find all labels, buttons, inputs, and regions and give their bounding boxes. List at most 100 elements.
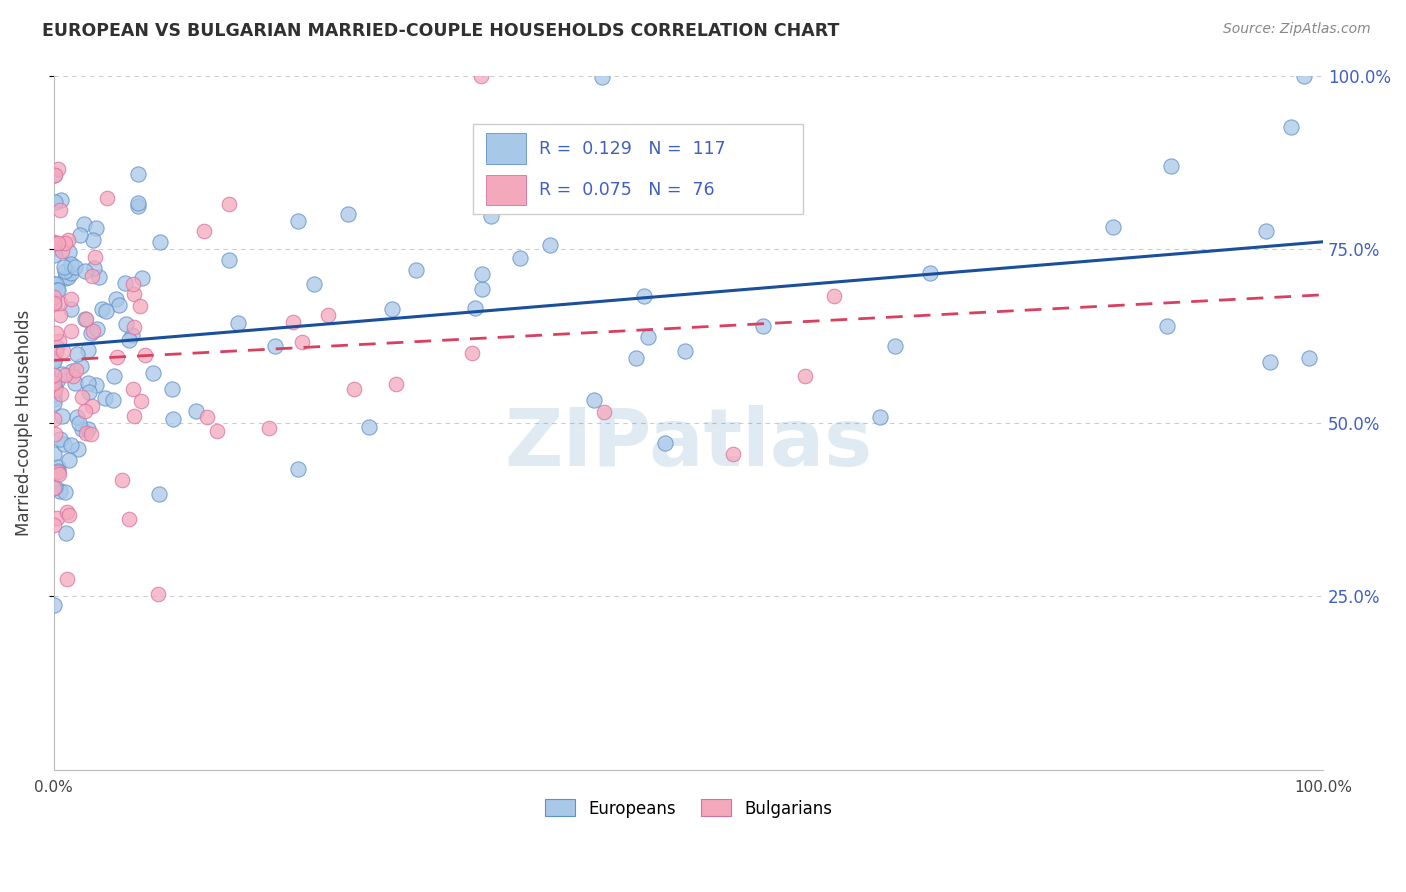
Point [884, 339, 907, 353]
Point [60, 324, 83, 338]
Point [479, 210, 502, 224]
Text: Source: ZipAtlas.com: Source: ZipAtlas.com [1223, 22, 1371, 37]
Point [723, 447, 745, 461]
Point [82, 324, 104, 338]
Point [42, 296, 65, 310]
Point [55, 505, 77, 519]
Point [67, 416, 90, 430]
Point [46, 283, 69, 297]
Point [538, 238, 561, 252]
Point [49, 308, 72, 322]
Point [69, 227, 91, 242]
Point [257, 421, 280, 435]
Point [624, 351, 647, 365]
Point [44, 427, 66, 442]
Point [59, 302, 82, 317]
Point [63, 260, 86, 274]
Point [77, 376, 100, 391]
Point [42, 290, 65, 304]
Point [51, 409, 73, 423]
Point [1294, 69, 1316, 83]
Point [228, 316, 250, 330]
Point [162, 412, 184, 426]
Point [49, 387, 72, 401]
Point [42, 351, 65, 366]
Point [111, 473, 134, 487]
Point [84, 221, 107, 235]
Point [207, 424, 229, 438]
Point [45, 345, 67, 359]
Point [128, 299, 150, 313]
Point [42, 277, 65, 291]
Point [56, 572, 79, 586]
Point [591, 70, 613, 85]
Point [129, 393, 152, 408]
Point [53, 263, 76, 277]
Point [287, 214, 309, 228]
Point [65, 363, 87, 377]
Point [60, 364, 83, 378]
Point [118, 511, 141, 525]
Point [75, 311, 97, 326]
Point [46, 464, 69, 478]
Point [103, 369, 125, 384]
Point [751, 319, 773, 334]
Point [86, 378, 108, 392]
Point [42, 396, 65, 410]
Point [58, 508, 80, 523]
Text: EUROPEAN VS BULGARIAN MARRIED-COUPLE HOUSEHOLDS CORRELATION CHART: EUROPEAN VS BULGARIAN MARRIED-COUPLE HOU… [42, 22, 839, 40]
Point [44, 194, 66, 209]
Point [793, 369, 815, 384]
Point [101, 392, 124, 407]
Point [131, 270, 153, 285]
Point [70, 390, 93, 404]
Point [49, 203, 72, 218]
Point [264, 339, 287, 353]
Point [66, 347, 89, 361]
Text: ZIPatlas: ZIPatlas [505, 405, 873, 483]
Point [77, 343, 100, 357]
Point [583, 392, 606, 407]
Point [59, 438, 82, 452]
Point [1102, 219, 1125, 234]
Point [184, 403, 207, 417]
Point [73, 311, 96, 326]
Point [44, 248, 66, 262]
Point [44, 168, 66, 182]
Point [42, 412, 65, 426]
Point [637, 329, 659, 343]
Point [42, 518, 65, 533]
Point [83, 261, 105, 276]
Point [149, 235, 172, 250]
Point [46, 161, 69, 176]
Point [218, 252, 240, 267]
Point [49, 295, 72, 310]
Legend: Europeans, Bulgarians: Europeans, Bulgarians [538, 793, 839, 824]
Point [121, 277, 143, 292]
Point [48, 467, 70, 481]
Point [91, 302, 114, 317]
Point [42, 241, 65, 255]
Point [49, 484, 72, 499]
Point [46, 511, 69, 525]
Point [96, 191, 118, 205]
Point [127, 199, 149, 213]
Point [633, 288, 655, 302]
Point [381, 301, 404, 316]
Point [105, 350, 128, 364]
Point [72, 422, 94, 436]
Point [44, 168, 66, 182]
Point [115, 318, 138, 332]
Point [84, 250, 107, 264]
Point [65, 376, 87, 391]
Point [823, 289, 845, 303]
Point [62, 368, 84, 383]
Point [69, 359, 91, 373]
Point [509, 252, 531, 266]
Point [49, 432, 72, 446]
Point [316, 309, 339, 323]
Point [93, 392, 115, 406]
Point [44, 235, 66, 249]
Point [471, 267, 494, 281]
Point [195, 409, 218, 424]
